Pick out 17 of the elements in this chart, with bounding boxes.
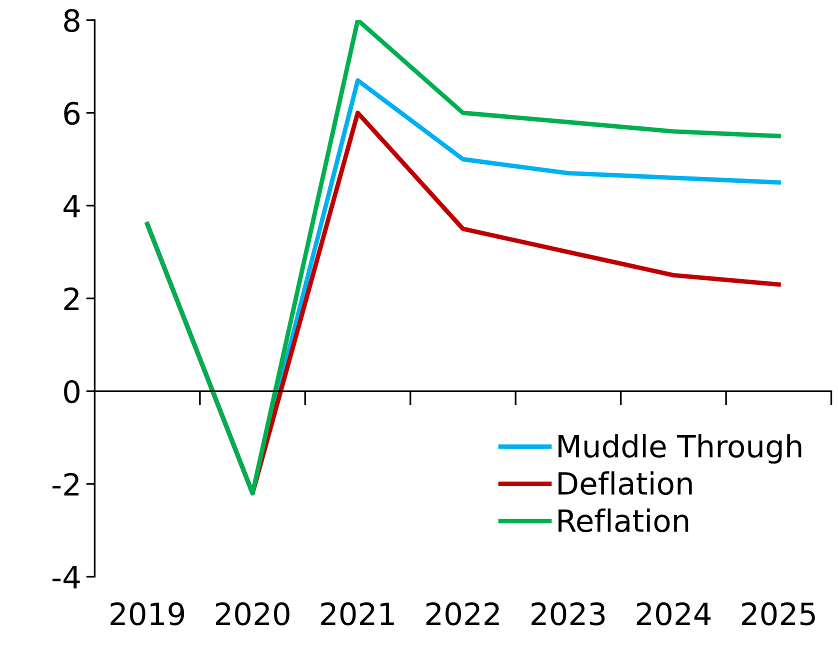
x-tick-label: 2021 — [321, 602, 394, 626]
x-tick-label: 2022 — [426, 602, 499, 626]
y-tick-label: 0 — [64, 380, 80, 404]
x-tick-label: 2019 — [110, 602, 184, 626]
y-tick-label: 8 — [64, 9, 80, 32]
legend-label: Muddle Through — [558, 434, 802, 464]
legend-label: Reflation — [558, 508, 688, 532]
legend-label: Deflation — [558, 471, 692, 495]
x-tick-label: 2025 — [742, 602, 815, 626]
x-tick-label: 2020 — [216, 602, 290, 626]
y-tick-label: -2 — [52, 472, 78, 496]
x-tick-label: 2023 — [532, 602, 605, 626]
y-tick-label: -4 — [52, 566, 80, 588]
y-tick-label: 2 — [64, 287, 78, 310]
y-tick-label: 4 — [64, 194, 80, 218]
x-tick-label: 2024 — [636, 602, 711, 626]
y-tick-label: 6 — [64, 102, 80, 125]
